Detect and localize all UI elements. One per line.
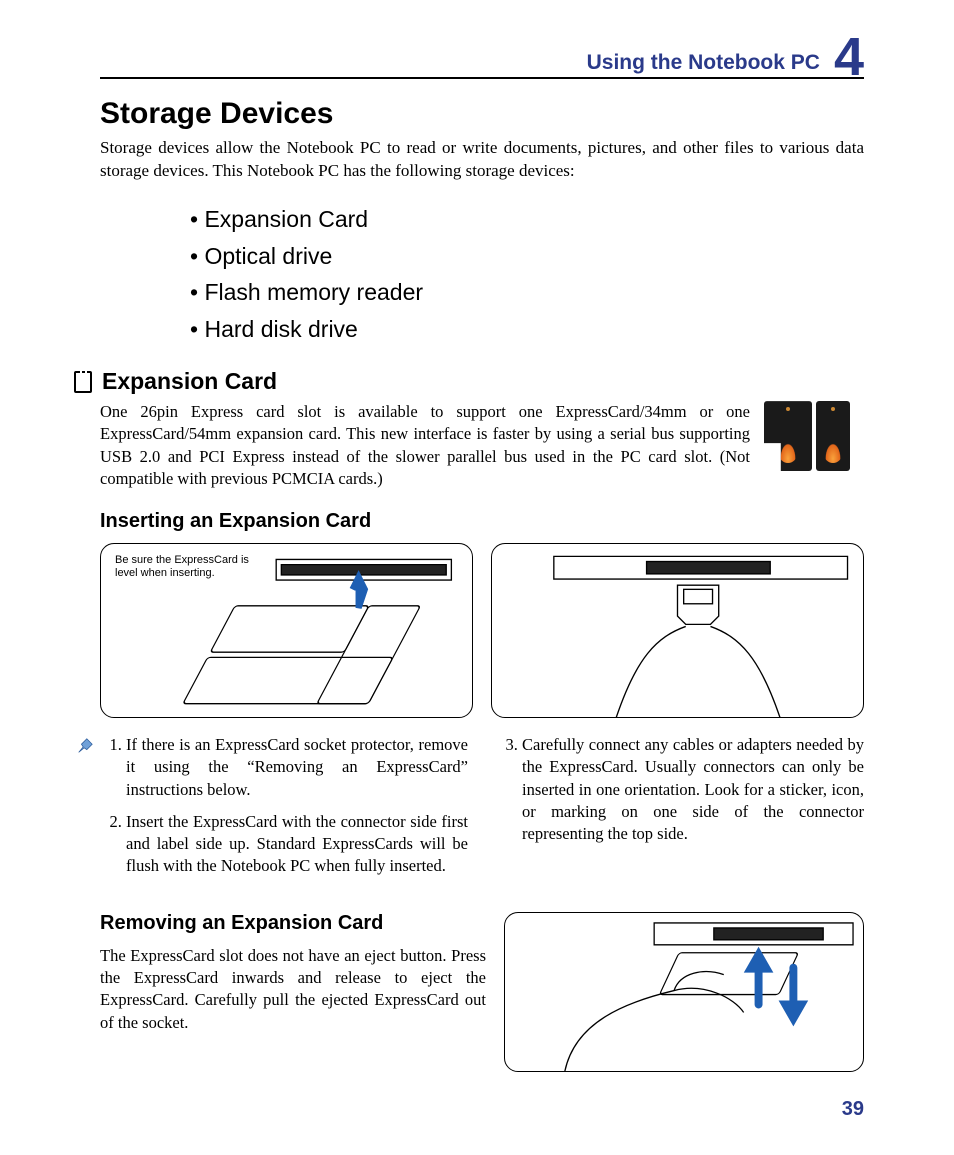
list-item: Hard disk drive — [190, 311, 864, 348]
insert-steps-right: Carefully connect any cables or adapters… — [496, 734, 864, 888]
storage-device-list: Expansion Card Optical drive Flash memor… — [190, 201, 864, 348]
remove-section: Removing an Expansion Card The ExpressCa… — [100, 912, 864, 1072]
expansion-card-body: One 26pin Express card slot is available… — [100, 401, 864, 490]
insert-diagram-2 — [492, 544, 863, 718]
insert-diagram-1 — [101, 544, 472, 718]
step-item: Insert the ExpressCard with the connecto… — [126, 811, 468, 878]
intro-paragraph: Storage devices allow the Notebook PC to… — [100, 137, 864, 183]
removing-heading: Removing an Expansion Card — [100, 912, 486, 935]
inserting-heading: Inserting an Expansion Card — [100, 510, 864, 533]
remove-diagram — [505, 913, 863, 1072]
header-chapter-number: 4 — [834, 36, 864, 79]
header-section-title: Using the Notebook PC — [587, 51, 820, 75]
step-item: If there is an ExpressCard socket protec… — [126, 734, 468, 801]
step-item: Carefully connect any cables or adapters… — [522, 734, 864, 845]
page-number: 39 — [842, 1098, 864, 1121]
expansion-card-icon — [74, 371, 92, 393]
remove-figure — [504, 912, 864, 1072]
insert-figure-row: Be sure the ExpressCard is level when in… — [100, 543, 864, 718]
insert-steps-left: If there is an ExpressCard socket protec… — [100, 734, 468, 888]
expansion-card-text: One 26pin Express card slot is available… — [100, 401, 750, 490]
expansion-card-heading: Expansion Card — [102, 368, 277, 395]
insert-steps-row: If there is an ExpressCard socket protec… — [100, 734, 864, 888]
page-title: Storage Devices — [100, 97, 864, 131]
removing-body: The ExpressCard slot does not have an ej… — [100, 945, 486, 1034]
insert-figure-1: Be sure the ExpressCard is level when in… — [100, 543, 473, 718]
list-item: Flash memory reader — [190, 274, 864, 311]
expresscard-illustration — [764, 401, 864, 471]
list-item: Optical drive — [190, 238, 864, 275]
list-item: Expansion Card — [190, 201, 864, 238]
insert-figure-2 — [491, 543, 864, 718]
pushpin-icon — [76, 737, 94, 755]
page-header: Using the Notebook PC 4 — [100, 30, 864, 79]
expansion-card-heading-row: Expansion Card — [74, 368, 864, 395]
